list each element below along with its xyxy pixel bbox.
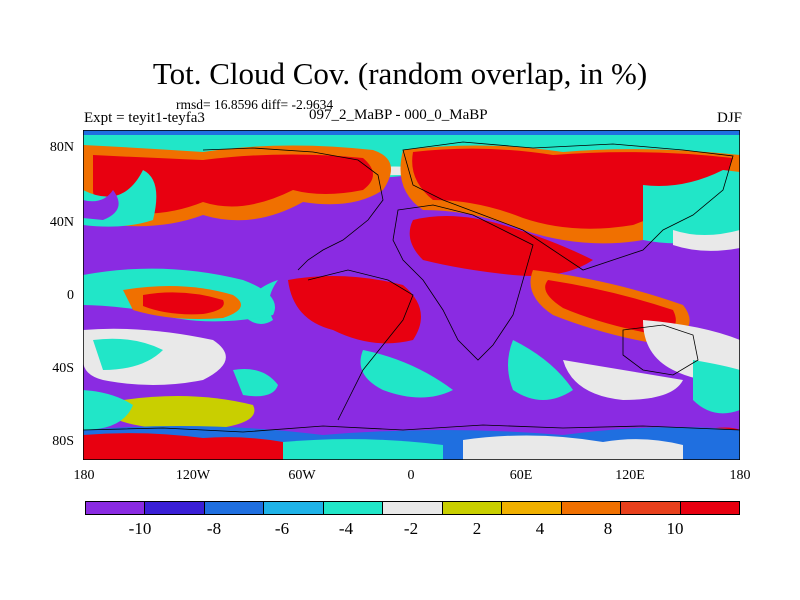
colorbar-swatch	[621, 502, 681, 514]
lat-label: 40N	[49, 215, 74, 230]
colorbar-label: 8	[603, 519, 613, 538]
coast-south-america	[307, 269, 414, 421]
lon-label: 180	[73, 468, 95, 483]
field-south-atlantic	[360, 350, 453, 398]
colorbar-swatch	[86, 502, 146, 514]
coast-eurasia	[402, 141, 734, 271]
lat-label: 80S	[52, 434, 74, 449]
rmsd-stats: rmsd= 16.8596 diff= -2.9634	[176, 97, 334, 112]
colorbar-swatch	[561, 502, 622, 514]
coast-africa	[392, 204, 534, 361]
lon-label: 0	[407, 468, 415, 483]
field-south-america	[288, 276, 421, 344]
colorbar-swatch	[145, 502, 205, 514]
experiment-label: Expt = teyit1-teyfa3	[84, 110, 205, 126]
colorbar-swatch	[204, 502, 265, 514]
colorbar-label: 10	[666, 519, 684, 538]
map-title: Tot. Cloud Cov. (random overlap, in %)	[152, 56, 648, 91]
lon-label: 60E	[509, 468, 533, 483]
coastlines	[83, 141, 740, 433]
lat-label: 80N	[49, 140, 74, 155]
colorbar-label: 4	[535, 519, 545, 538]
lon-label: 120E	[615, 468, 645, 483]
lon-label: 60W	[288, 468, 316, 483]
lon-label: 180	[729, 468, 751, 483]
colorbar-label: -8	[206, 519, 222, 538]
colorbar-swatch	[680, 502, 739, 514]
colorbar-label: 2	[472, 519, 482, 538]
coast-australia	[622, 324, 699, 376]
colorbar-swatch	[502, 502, 562, 514]
colorbar	[85, 501, 740, 515]
difference-label: 097_2_MaBP - 000_0_MaBP	[309, 107, 488, 123]
colorbar-swatch	[323, 502, 384, 514]
field-africa-north	[409, 216, 593, 276]
colorbar-label: -2	[403, 519, 419, 538]
lon-label: 120W	[175, 468, 211, 483]
colorbar-label: -10	[128, 519, 152, 538]
coast-north-america	[202, 147, 384, 271]
lat-label: 40S	[52, 361, 74, 376]
colorbar-swatch	[383, 502, 443, 514]
lat-label: 0	[67, 288, 74, 303]
colorbar-label: -4	[338, 519, 354, 538]
colorbar-swatch	[264, 502, 324, 514]
coast-antarctica	[83, 424, 740, 433]
colorbar-swatch	[442, 502, 503, 514]
cloud-cover-map	[83, 130, 740, 460]
season-label: DJF	[716, 110, 742, 126]
colorbar-label: -6	[274, 519, 290, 538]
